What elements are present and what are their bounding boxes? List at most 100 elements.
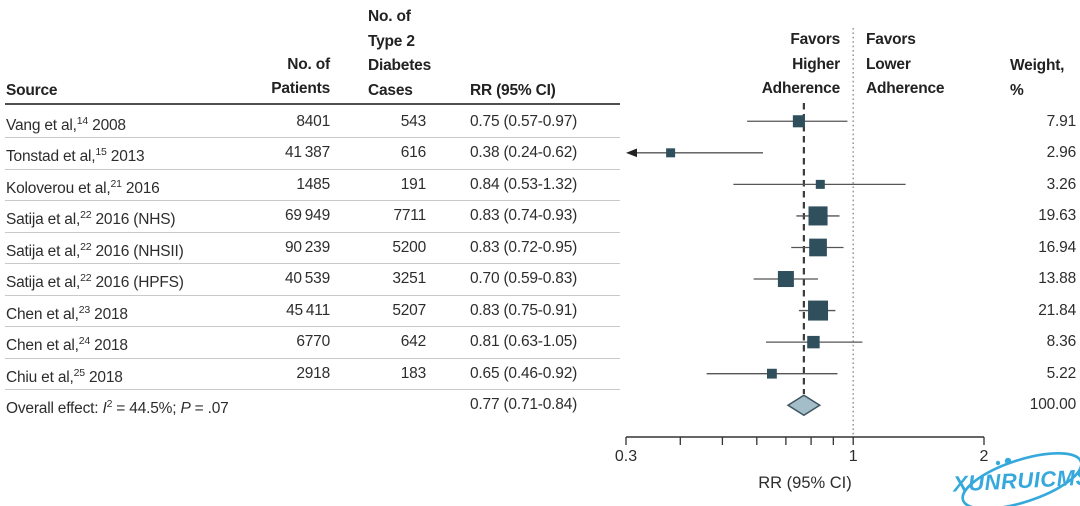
effect-marker	[808, 300, 829, 321]
study-row: Vang et al,14 2008 8401 543 0.75 (0.57-0.97…	[0, 106, 1080, 138]
study-row: Tonstad et al,15 2013 41 387 616 0.38 (0.24…	[0, 137, 1080, 169]
column-header-favors-higher: Favors Higher Adherence	[761, 31, 841, 97]
source-cell: Satija et al,22 2016 (NHS)	[6, 209, 176, 229]
effect-marker	[766, 368, 777, 379]
patients-cell: 45 411	[286, 301, 330, 319]
source-cell: Chen et al,23 2018	[6, 303, 128, 323]
effect-marker	[792, 115, 805, 128]
weight-cell: 21.84	[1038, 301, 1076, 319]
patients-cell: 41 387	[284, 144, 330, 162]
row-separator	[5, 357, 620, 359]
x-axis-title: RR (95% CI)	[758, 474, 852, 492]
weight-cell: 2.96	[1046, 144, 1077, 162]
weight-cell: 100.00	[1029, 396, 1076, 414]
tick-label: 0.3	[614, 448, 638, 465]
reference-superscript: 15	[95, 146, 107, 159]
weight-cell: 5.22	[1046, 364, 1077, 382]
offscale-arrow	[626, 148, 637, 158]
patients-cell: 1485	[296, 175, 330, 193]
cases-cell: 5200	[392, 238, 426, 256]
reference-superscript: 21	[110, 177, 122, 190]
patients-cell: 90 239	[284, 238, 330, 256]
row-separator	[5, 389, 620, 391]
row-separator	[5, 168, 620, 170]
column-header-patients: No. of Patients	[271, 56, 330, 97]
reference-superscript: 22	[80, 272, 92, 285]
cases-cell: 7711	[393, 207, 426, 225]
cases-cell: 543	[400, 112, 426, 130]
effect-marker	[815, 179, 825, 189]
watermark-swoosh	[961, 452, 1080, 506]
source-cell: Vang et al,14 2008	[6, 114, 126, 134]
patients-cell: 2918	[296, 364, 330, 382]
row-separator	[5, 200, 620, 202]
source-cell: Chiu et al,25 2018	[6, 366, 123, 387]
overall-row: Overall effect: I2 = 44.5%; P = .07 0.77 …	[0, 389, 1080, 421]
column-header-favors-lower: Favors Lower Adherence	[866, 31, 945, 97]
row-separator	[5, 263, 620, 265]
cases-cell: 5207	[392, 301, 426, 319]
effect-marker	[808, 206, 828, 226]
tick-label: 2	[979, 448, 989, 465]
rr-cell: 0.77 (0.71-0.84)	[470, 396, 578, 414]
weight-cell: 19.63	[1038, 207, 1076, 225]
study-row: Chen et al,24 2018 6770 642 0.81 (0.63-1.05…	[0, 326, 1080, 358]
row-separator	[5, 326, 620, 328]
cases-cell: 3251	[392, 270, 426, 288]
cases-cell: 616	[400, 144, 426, 162]
rr-cell: 0.75 (0.57-0.97)	[470, 112, 578, 130]
column-header-source: Source	[6, 82, 58, 99]
study-row: Satija et al,22 2016 (NHSII) 90 239 5200 0.…	[0, 232, 1080, 264]
rr-cell: 0.83 (0.72-0.95)	[470, 238, 578, 256]
patients-cell: 40 539	[284, 270, 330, 288]
study-row: Chen et al,23 2018 45 411 5207 0.83 (0.75-0…	[0, 295, 1080, 327]
watermark-dot	[1004, 457, 1012, 465]
overall-diamond	[786, 394, 822, 417]
weight-cell: 3.26	[1046, 175, 1077, 193]
patients-cell: 6770	[296, 333, 330, 351]
reference-superscript: 22	[80, 240, 92, 253]
rr-cell: 0.83 (0.74-0.93)	[470, 207, 578, 225]
study-row: Satija et al,22 2016 (HPFS) 40 539 3251 0.7…	[0, 263, 1080, 295]
study-row: Chiu et al,25 2018 2918 183 0.65 (0.46-0.92…	[0, 358, 1080, 390]
cases-cell: 642	[400, 333, 426, 351]
rr-cell: 0.84 (0.53-1.32)	[470, 175, 578, 193]
overall-label-cell: Overall effect: I2 = 44.5%; P = .07	[6, 398, 229, 418]
patients-cell: 69 949	[284, 207, 330, 225]
source-cell: Koloverou et al,21 2016	[6, 177, 160, 197]
rr-cell: 0.81 (0.63-1.05)	[470, 333, 578, 351]
column-header-weight: Weight,%	[1010, 57, 1065, 99]
weight-cell: 7.91	[1046, 112, 1077, 130]
tick-label: 1	[848, 448, 858, 465]
source-cell: Chen et al,24 2018	[6, 335, 128, 355]
effect-marker	[666, 148, 676, 158]
study-row: Koloverou et al,21 2016 1485 191 0.84 (0.53…	[0, 169, 1080, 201]
rr-cell: 0.65 (0.46-0.92)	[470, 364, 578, 382]
source-cell: Satija et al,22 2016 (NHSII)	[6, 240, 184, 260]
cases-cell: 183	[400, 364, 426, 382]
row-separator	[5, 137, 620, 139]
reference-superscript: 14	[76, 114, 89, 127]
study-row: Satija et al,22 2016 (NHS) 69 949 7711 0.83…	[0, 200, 1080, 232]
rr-cell: 0.83 (0.75-0.91)	[470, 301, 578, 319]
effect-marker	[777, 271, 794, 288]
effect-marker	[807, 335, 820, 349]
row-separator	[5, 231, 620, 233]
reference-superscript: 23	[78, 303, 91, 316]
watermark-dot	[995, 460, 1001, 466]
weight-cell: 16.94	[1038, 238, 1076, 256]
header-underline	[5, 103, 620, 105]
weight-cell: 8.36	[1046, 333, 1077, 351]
effect-marker	[809, 238, 827, 257]
source-cell: Tonstad et al,15 2013	[6, 146, 145, 166]
reference-superscript: 25	[73, 366, 85, 379]
cases-cell: 191	[400, 175, 426, 193]
source-cell: Satija et al,22 2016 (HPFS)	[6, 272, 184, 292]
row-separator	[5, 294, 620, 296]
reference-superscript: 24	[78, 335, 91, 348]
rr-cell: 0.70 (0.59-0.83)	[470, 270, 578, 288]
column-header-rr: RR (95% CI)	[470, 82, 556, 99]
column-header-cases: No. of Type 2 Diabetes Cases	[368, 8, 432, 99]
patients-cell: 8401	[296, 112, 330, 130]
